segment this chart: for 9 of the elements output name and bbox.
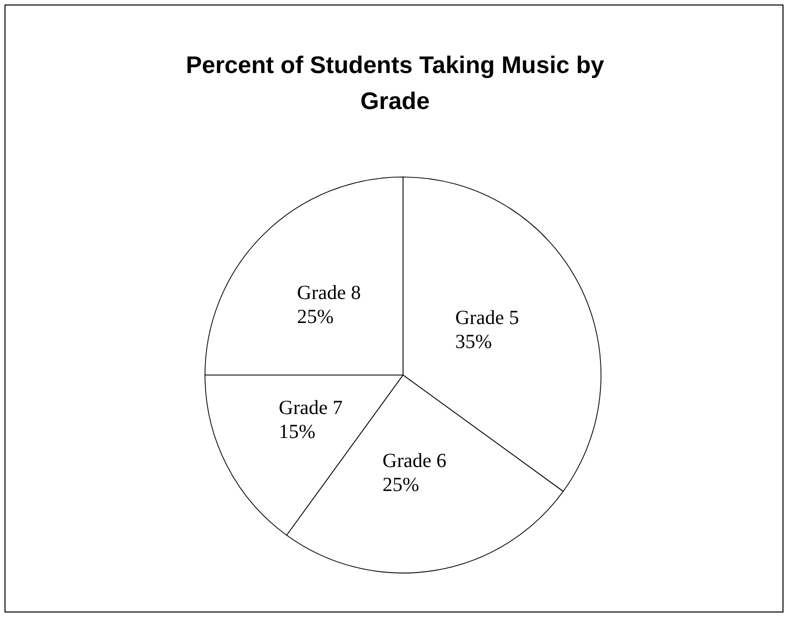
chart-title: Percent of Students Taking Music by Grade [186,52,605,115]
data-label: 15% [278,420,316,443]
slice-label: Grade 6 [382,450,446,472]
data-label: 25% [382,474,420,496]
data-label: 25% [296,306,334,328]
slice-label: Grade 8 [296,282,361,304]
data-label: 35% [455,331,492,354]
slice-label: Grade 7 [278,396,343,419]
slice-label: Grade 5 [455,307,520,330]
